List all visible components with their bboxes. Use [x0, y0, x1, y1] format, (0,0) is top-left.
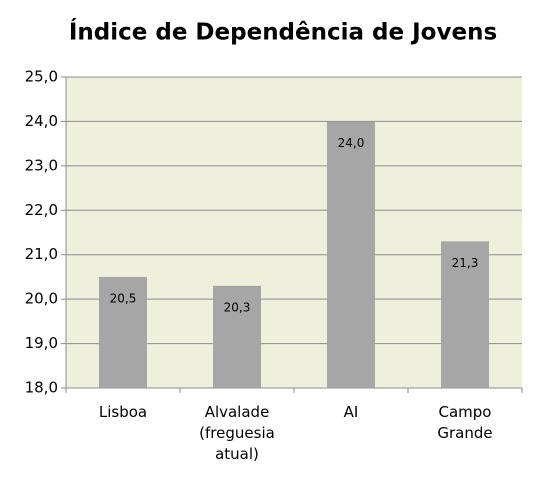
x-tick-label: Campo Grande — [437, 403, 493, 442]
chart-title: Índice de Dependência de Jovens — [69, 18, 497, 46]
data-label: 20,5 — [110, 291, 137, 305]
y-tick-label: 21,0 — [25, 245, 58, 263]
y-tick-label: 25,0 — [25, 68, 58, 86]
data-label: 20,3 — [224, 300, 251, 314]
y-tick-label: 22,0 — [25, 201, 58, 219]
bar — [213, 285, 261, 388]
bar — [327, 121, 375, 388]
y-tick-label: 24,0 — [25, 112, 58, 130]
bar — [99, 276, 147, 388]
data-label: 21,3 — [452, 256, 479, 270]
x-tick-label: Alvalade (freguesia atual) — [199, 403, 275, 463]
bar — [441, 241, 489, 388]
y-tick-label: 20,0 — [25, 290, 58, 308]
y-tick-label: 18,0 — [25, 379, 58, 397]
y-tick-label: 19,0 — [25, 334, 58, 352]
x-tick-label: AI — [343, 403, 359, 421]
data-label: 24,0 — [338, 136, 365, 150]
y-tick-label: 23,0 — [25, 156, 58, 174]
x-tick-label: Lisboa — [98, 403, 148, 421]
